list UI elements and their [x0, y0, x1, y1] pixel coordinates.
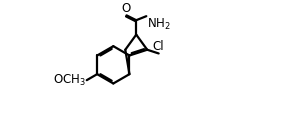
- Text: NH$_2$: NH$_2$: [147, 17, 171, 32]
- Text: O: O: [121, 2, 131, 15]
- Text: Cl: Cl: [153, 40, 164, 53]
- Text: OCH$_3$: OCH$_3$: [53, 73, 86, 88]
